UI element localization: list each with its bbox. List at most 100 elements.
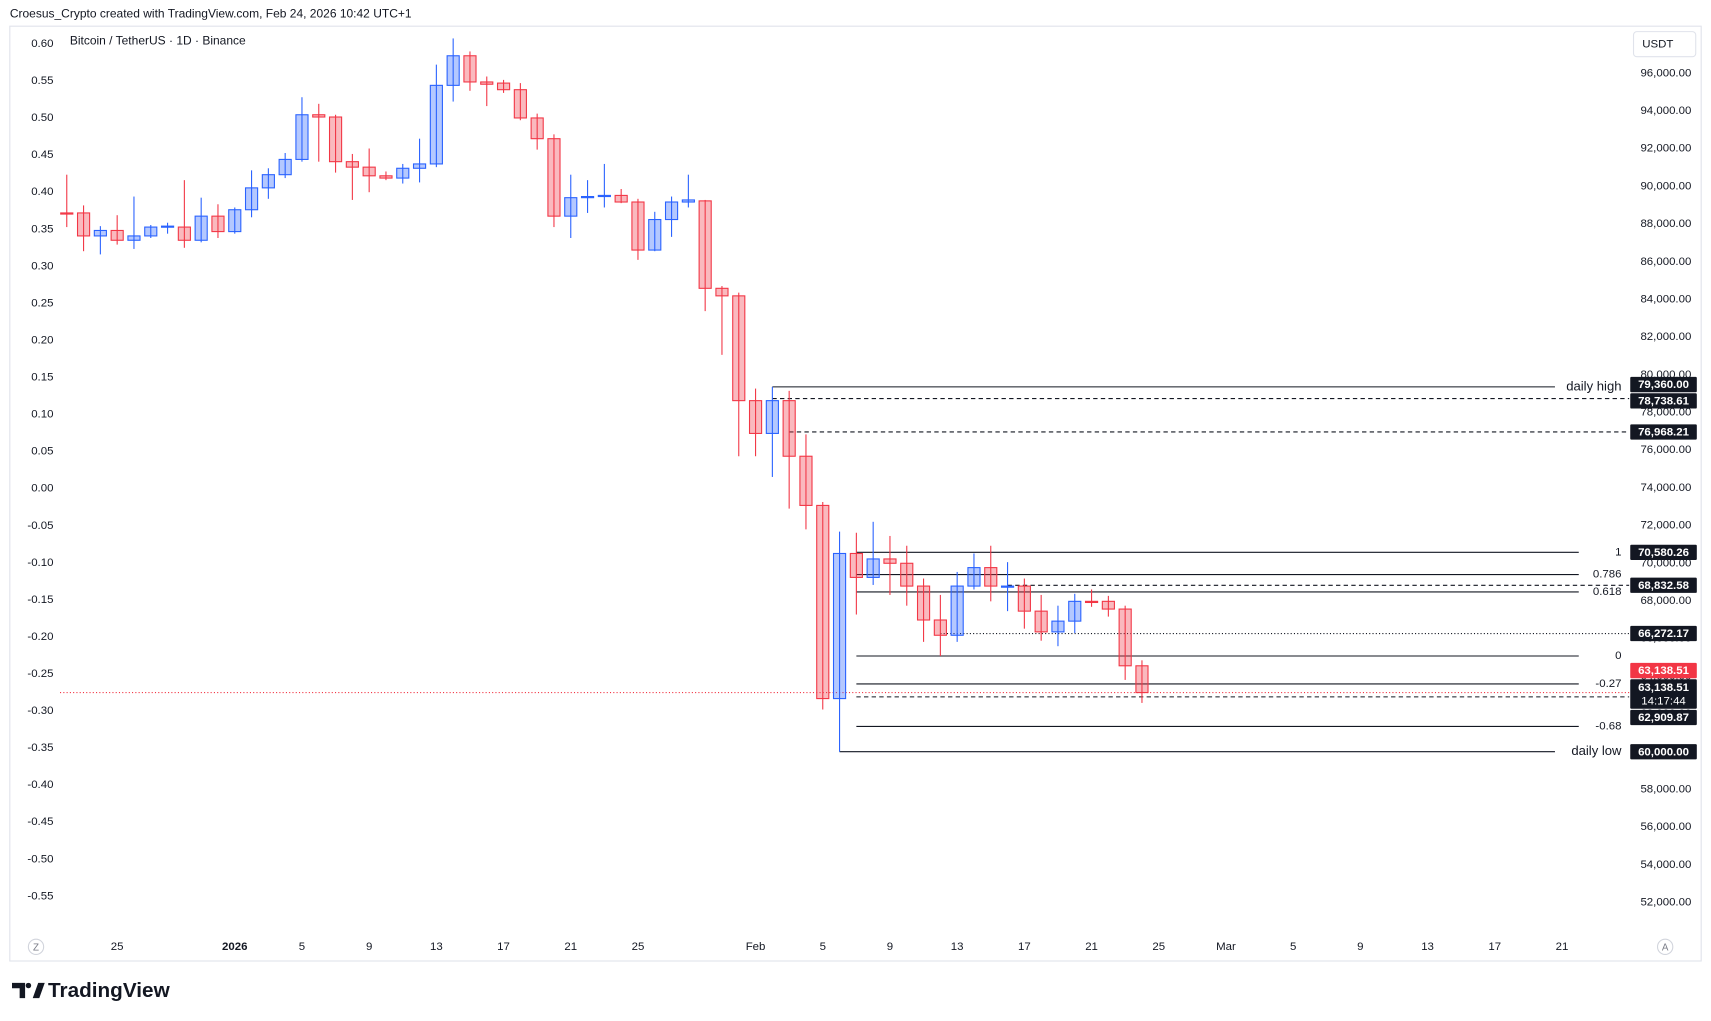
y2-tick-label: 0.40 <box>31 186 53 198</box>
candle-body <box>110 229 124 241</box>
currency-label[interactable]: USDT <box>1642 39 1673 51</box>
candle-body <box>1118 608 1132 667</box>
candle-body <box>614 194 628 203</box>
price-tag-label: 79,360.00 <box>1638 379 1689 391</box>
candle-body <box>328 116 343 163</box>
x-tick-label: Mar <box>1216 941 1236 953</box>
candle-body <box>765 400 779 434</box>
candle-body <box>1101 600 1115 610</box>
line-label: daily low <box>1571 743 1622 758</box>
x-tick-label: 13 <box>1421 941 1434 953</box>
price-tag-label: 62,909.87 <box>1638 712 1689 724</box>
fib-level-label: -0.68 <box>1595 721 1621 733</box>
price-tag <box>1630 625 1697 642</box>
y-tick-label: 84,000.00 <box>1640 293 1691 305</box>
candle-body <box>799 455 813 506</box>
price-tag-label: 70,580.26 <box>1638 547 1689 559</box>
countdown: 14:17:44 <box>1641 696 1686 708</box>
candle-body <box>379 175 393 179</box>
y-tick-label: 90,000.00 <box>1640 180 1691 192</box>
candle-body <box>76 212 91 237</box>
candle-body <box>496 82 511 91</box>
price-tag <box>1630 709 1697 726</box>
x-tick-label: 25 <box>111 941 124 953</box>
x-tick-label: 13 <box>430 941 443 953</box>
brand-name: TradingView <box>48 979 171 1002</box>
x-tick-label: 21 <box>564 941 577 953</box>
y2-tick-label: -0.50 <box>27 853 53 865</box>
price-tag-label: 63,138.51 <box>1638 682 1690 694</box>
fib-level-label: -0.27 <box>1595 678 1621 690</box>
y2-tick-label: 0.30 <box>31 260 53 272</box>
y2-tick-label: 0.60 <box>31 38 53 50</box>
price-tag <box>1630 679 1697 709</box>
x-tick-label: 25 <box>632 941 645 953</box>
x-tick-label: 9 <box>887 941 893 953</box>
candle-body <box>278 158 292 176</box>
y-tick-label: 52,000.00 <box>1640 897 1691 909</box>
candle-body <box>144 226 158 237</box>
price-tag <box>1630 662 1697 679</box>
candle-body <box>60 212 74 215</box>
candle-body <box>429 84 443 165</box>
candle-body <box>1051 620 1065 633</box>
price-tag-label: 78,738.61 <box>1638 395 1690 407</box>
y-tick-label: 58,000.00 <box>1640 783 1691 795</box>
y2-tick-label: 0.20 <box>31 334 53 346</box>
candle-body <box>127 235 141 241</box>
candle-body <box>816 504 830 700</box>
price-tag-label: 68,832.58 <box>1638 580 1690 592</box>
y2-tick-label: -0.35 <box>27 742 53 754</box>
y2-tick-label: 0.35 <box>31 223 53 235</box>
candle-body <box>93 229 107 237</box>
scale-button-label[interactable]: Z <box>33 943 39 954</box>
candle-body <box>732 295 746 402</box>
fib-level-label: 0.618 <box>1593 586 1622 598</box>
candle-body <box>177 226 191 241</box>
candle-body <box>463 55 477 83</box>
y2-tick-label: -0.05 <box>27 520 53 532</box>
x-tick-label: 9 <box>1357 941 1363 953</box>
y-tick-label: 70,000.00 <box>1640 557 1691 569</box>
x-tick-label: 21 <box>1556 941 1569 953</box>
currency-button[interactable] <box>1632 31 1697 58</box>
fib-level-label: 1 <box>1615 546 1621 558</box>
candle-body <box>480 81 494 85</box>
fib-level-label: 0.786 <box>1593 569 1622 581</box>
candle-body <box>228 209 242 233</box>
candle-body <box>412 163 427 169</box>
y2-tick-label: -0.30 <box>27 705 53 717</box>
x-tick-label: 5 <box>299 941 305 953</box>
x-tick-label: 2026 <box>222 941 247 953</box>
x-tick-label: 25 <box>1152 941 1165 953</box>
price-tag-label: 63,138.51 <box>1638 665 1690 677</box>
candle-body <box>681 199 695 203</box>
y2-tick-label: 0.25 <box>31 297 53 309</box>
candle-body <box>312 114 326 118</box>
candle-body <box>1084 600 1099 604</box>
candle-body <box>1135 665 1149 694</box>
y-tick-label: 76,000.00 <box>1640 444 1691 456</box>
y-tick-label: 72,000.00 <box>1640 520 1691 532</box>
y-tick-label: 80,000.00 <box>1640 369 1691 381</box>
y2-tick-label: -0.10 <box>27 557 53 569</box>
x-tick-label: 5 <box>1290 941 1296 953</box>
price-tag <box>1630 577 1697 593</box>
candle-body <box>631 201 645 251</box>
candle-body <box>530 117 544 140</box>
y-tick-label: 96,000.00 <box>1640 67 1691 79</box>
scale-button-label[interactable]: A <box>1662 943 1669 954</box>
x-tick-label: 5 <box>820 941 826 953</box>
y-tick-label: 74,000.00 <box>1640 482 1691 494</box>
scale-button[interactable] <box>27 938 45 956</box>
candle-body <box>580 195 595 199</box>
candle-body <box>1034 610 1048 633</box>
candle-body <box>396 167 410 179</box>
candle-body <box>933 619 947 636</box>
candle-body <box>564 197 578 217</box>
candle-body <box>950 585 964 636</box>
y2-tick-label: -0.55 <box>27 890 53 902</box>
y2-tick-label: 0.15 <box>31 372 53 384</box>
scale-button[interactable] <box>1656 938 1674 956</box>
